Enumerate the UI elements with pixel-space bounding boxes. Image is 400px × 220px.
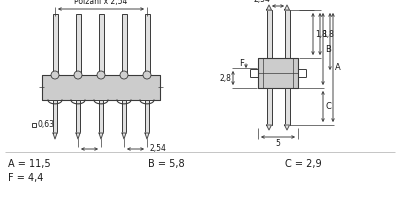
Bar — [42, 75, 160, 100]
Text: 5: 5 — [276, 139, 280, 148]
Polygon shape — [266, 125, 272, 130]
Bar — [99, 100, 103, 133]
Polygon shape — [145, 133, 149, 139]
Bar — [53, 100, 57, 133]
Polygon shape — [53, 133, 57, 139]
Bar — [144, 14, 150, 75]
Bar — [52, 14, 58, 75]
Polygon shape — [122, 133, 126, 139]
Circle shape — [74, 71, 82, 79]
Bar — [76, 14, 80, 75]
Polygon shape — [284, 5, 290, 10]
Text: 2,54: 2,54 — [253, 0, 270, 4]
Polygon shape — [284, 125, 290, 130]
Polygon shape — [266, 5, 272, 10]
Text: C: C — [325, 102, 331, 111]
Circle shape — [51, 71, 59, 79]
Bar — [122, 14, 126, 75]
Text: B = 5,8: B = 5,8 — [148, 159, 185, 169]
Circle shape — [143, 71, 151, 79]
Text: F: F — [239, 59, 244, 68]
Bar — [266, 10, 272, 58]
Bar — [122, 100, 126, 133]
Polygon shape — [99, 133, 103, 139]
Bar — [145, 100, 149, 133]
Text: 0,63: 0,63 — [38, 121, 55, 130]
Bar — [98, 14, 104, 75]
Circle shape — [97, 71, 105, 79]
Text: A = 11,5: A = 11,5 — [8, 159, 51, 169]
Bar — [76, 100, 80, 133]
Bar — [284, 88, 290, 125]
Text: 2,54: 2,54 — [150, 145, 167, 154]
Text: B: B — [325, 44, 331, 53]
Polygon shape — [76, 133, 80, 139]
Bar — [32, 123, 36, 127]
Text: 2,8: 2,8 — [219, 73, 231, 82]
Text: F = 4,4: F = 4,4 — [8, 173, 43, 183]
Text: Polzahl x 2,54: Polzahl x 2,54 — [74, 0, 128, 6]
Text: 1,8: 1,8 — [322, 29, 334, 38]
Text: A: A — [335, 63, 341, 72]
Bar — [258, 58, 298, 88]
Text: 1,8: 1,8 — [315, 29, 327, 38]
Text: C = 2,9: C = 2,9 — [285, 159, 322, 169]
Bar — [266, 88, 272, 125]
Bar — [284, 10, 290, 58]
Circle shape — [120, 71, 128, 79]
